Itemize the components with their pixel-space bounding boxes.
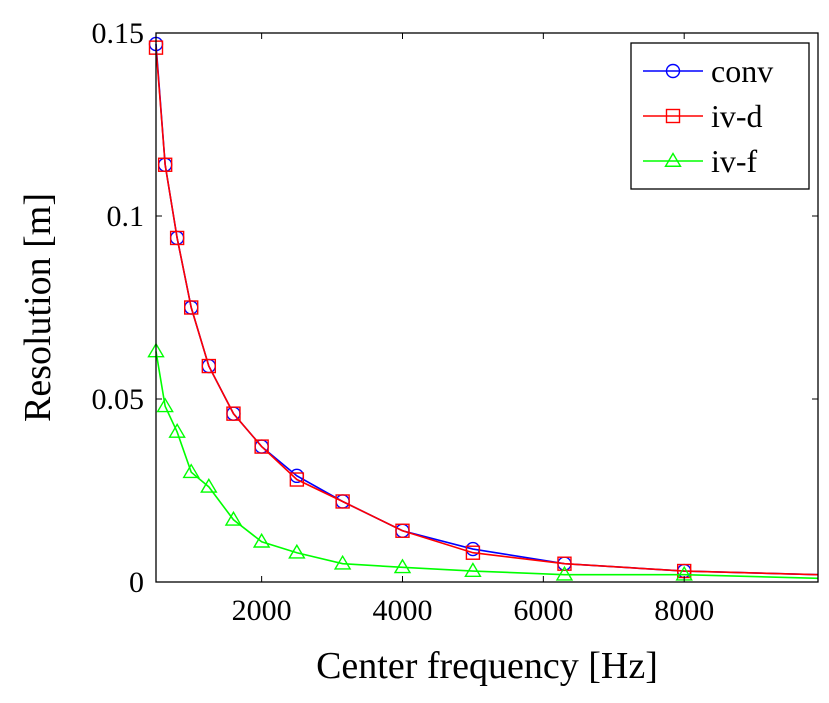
y-tick-label: 0.15 (92, 17, 145, 50)
data-point-iv-d (226, 406, 241, 421)
legend-entry: conv (643, 53, 773, 89)
legend-label-iv-f: iv-f (711, 143, 758, 179)
plot-frame (155, 32, 819, 583)
x-tick-label: 6000 (513, 594, 573, 627)
y-tick-label: 0.1 (107, 200, 145, 233)
x-axis-label: Center frequency [Hz] (316, 645, 658, 687)
series-line-iv-f (155, 351, 819, 580)
legend-label-conv: conv (711, 53, 773, 89)
data-point-iv-d (157, 157, 173, 172)
data-point-iv-d (201, 358, 217, 374)
data-point-iv-d (465, 545, 481, 560)
data-point-iv-d (395, 523, 410, 538)
data-point-iv-d (557, 556, 572, 571)
data-point-iv-f (333, 554, 352, 570)
data-point-iv-f (464, 562, 482, 577)
legend-label-iv-d: iv-d (711, 98, 763, 134)
legend-entry: iv-f (643, 143, 758, 179)
series-iv-d (148, 40, 819, 579)
data-point-iv-f (156, 397, 174, 413)
data-point-iv-f (288, 543, 306, 559)
legend-marker-iv-f (664, 152, 682, 167)
x-tick-label: 4000 (372, 594, 432, 627)
y-tick-label: 0.05 (92, 383, 145, 416)
data-point-iv-f (182, 463, 200, 479)
legend-marker-conv (665, 63, 681, 79)
data-point-iv-f (224, 510, 243, 526)
x-tick-label: 2000 (232, 594, 292, 627)
legend-entry: iv-d (643, 98, 763, 134)
data-point-iv-f (393, 558, 412, 574)
legend: conv iv-d iv-f (630, 42, 810, 190)
x-tick-label: 8000 (654, 594, 714, 627)
data-point-iv-d (289, 472, 305, 487)
y-axis-label: Resolution [m] (17, 193, 59, 422)
data-point-iv-f (168, 423, 186, 438)
series-layer (147, 36, 819, 581)
data-point-iv-d (169, 230, 185, 246)
data-point-iv-f (555, 565, 574, 581)
series-line-iv-d (155, 47, 819, 576)
data-point-iv-d (254, 439, 269, 454)
series-iv-f (147, 342, 819, 581)
legend-marker-iv-d (665, 108, 681, 124)
data-point-iv-f (252, 532, 271, 548)
ticks-layer: 2000 4000 6000 8000 0 0.05 0.1 0.15 (92, 17, 818, 627)
data-point-iv-d (335, 494, 350, 509)
y-tick-label: 0 (129, 566, 144, 599)
data-point-iv-f (200, 477, 218, 493)
data-point-iv-d (184, 300, 199, 315)
